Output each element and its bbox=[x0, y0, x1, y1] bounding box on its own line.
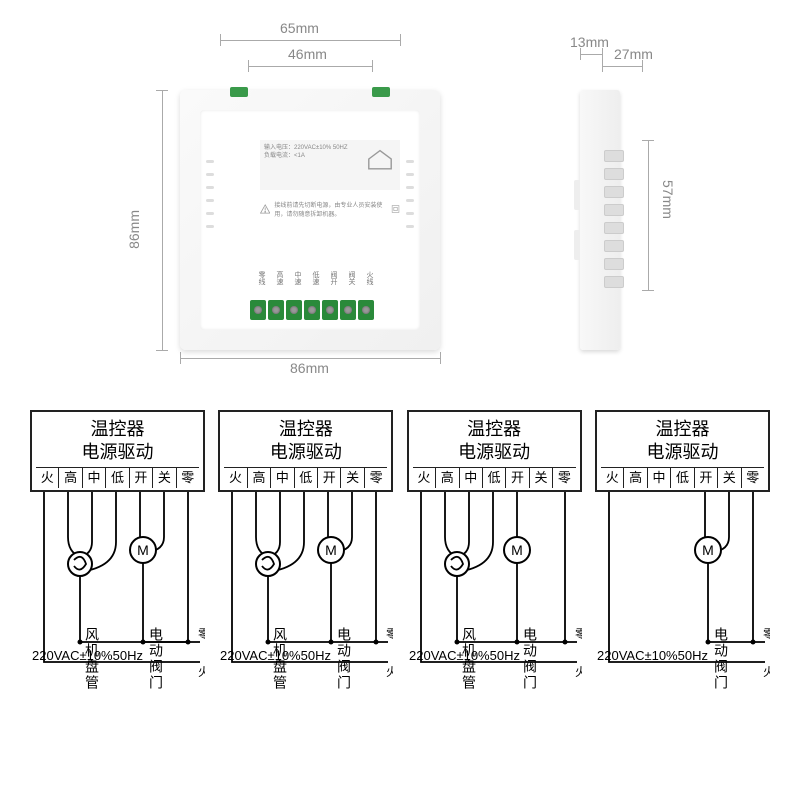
wiring-diagram-4: 温控器 电源驱动 火高中低开关零 M 电动阀门 零 火 220VAC±10%50… bbox=[595, 410, 770, 692]
dim-86mm-h: 86mm bbox=[290, 360, 329, 376]
svg-text:M: M bbox=[325, 542, 337, 558]
device-front-view: 65mm 46mm 86mm 86mm 输入电压：220VAC±10% 50HZ bbox=[130, 20, 490, 380]
wiring-diagram-2: 温控器 电源驱动 火高中低开关零 M 风机盘管 电动阀门 零 火 bbox=[218, 410, 393, 692]
dim-13mm: 13mm bbox=[570, 34, 609, 50]
dim-57mm: 57mm bbox=[660, 180, 676, 219]
device-side-view: 13mm 27mm 57mm bbox=[530, 20, 670, 380]
svg-text:零: 零 bbox=[575, 627, 582, 641]
svg-text:零: 零 bbox=[386, 627, 393, 641]
svg-text:火: 火 bbox=[198, 665, 205, 679]
side-slots bbox=[604, 150, 624, 288]
wiring-diagram-1: 温控器 电源驱动 火高中低开关零 M bbox=[30, 410, 205, 692]
spec-label: 输入电压：220VAC±10% 50HZ 负载电流：<1A bbox=[260, 140, 400, 190]
dim-65mm: 65mm bbox=[280, 20, 319, 36]
wiring-diagram-3: 温控器 电源驱动 火高中低开关零 M 风机盘管 电动阀门 零 火 22 bbox=[407, 410, 582, 692]
device-side-body bbox=[580, 90, 620, 350]
wiring-title-1: 温控器 bbox=[36, 418, 199, 441]
power-label: 220VAC±10%50Hz bbox=[32, 648, 143, 663]
top-dimension-section: 65mm 46mm 86mm 86mm 输入电压：220VAC±10% 50HZ bbox=[20, 20, 780, 380]
svg-text:M: M bbox=[702, 542, 714, 558]
svg-text:火: 火 bbox=[386, 665, 393, 679]
terminal-labels: 零线 高速 中速 低速 阀开 阀关 火线 bbox=[250, 264, 374, 292]
wiring-svg: M 风机盘管 电动阀门 零 火 220VAC±10%50Hz bbox=[30, 492, 205, 692]
svg-text:M: M bbox=[511, 542, 523, 558]
device-front-body: 输入电压：220VAC±10% 50HZ 负载电流：<1A 接线前请先切断电源，… bbox=[180, 90, 440, 350]
wiring-terminals: 火高中低开关零 bbox=[36, 467, 199, 488]
warning-text: 接线前请先切断电源，由专业人员安装使用，请勿随意拆卸机器。 bbox=[274, 200, 387, 218]
wiring-title-2: 电源驱动 bbox=[36, 441, 199, 464]
wiring-diagrams: 温控器 电源驱动 火高中低开关零 M bbox=[20, 410, 780, 692]
svg-text:220VAC±10%50Hz: 220VAC±10%50Hz bbox=[409, 648, 520, 663]
valve-label: 电动阀门 bbox=[148, 627, 164, 691]
dim-27mm: 27mm bbox=[614, 46, 653, 62]
svg-text:220VAC±10%50Hz: 220VAC±10%50Hz bbox=[597, 648, 708, 663]
terminal-block bbox=[250, 300, 374, 320]
svg-text:220VAC±10%50Hz: 220VAC±10%50Hz bbox=[220, 648, 331, 663]
motor-icon: M bbox=[137, 542, 149, 558]
svg-text:零: 零 bbox=[763, 627, 770, 641]
dim-46mm: 46mm bbox=[288, 46, 327, 62]
svg-text:电动阀门: 电动阀门 bbox=[713, 627, 729, 691]
svg-text:火: 火 bbox=[575, 665, 582, 679]
svg-text:电动阀门: 电动阀门 bbox=[336, 627, 352, 691]
dim-86mm-v: 86mm bbox=[126, 210, 142, 249]
svg-text:零: 零 bbox=[198, 627, 205, 641]
svg-text:火: 火 bbox=[763, 665, 770, 679]
svg-text:电动阀门: 电动阀门 bbox=[522, 627, 538, 691]
